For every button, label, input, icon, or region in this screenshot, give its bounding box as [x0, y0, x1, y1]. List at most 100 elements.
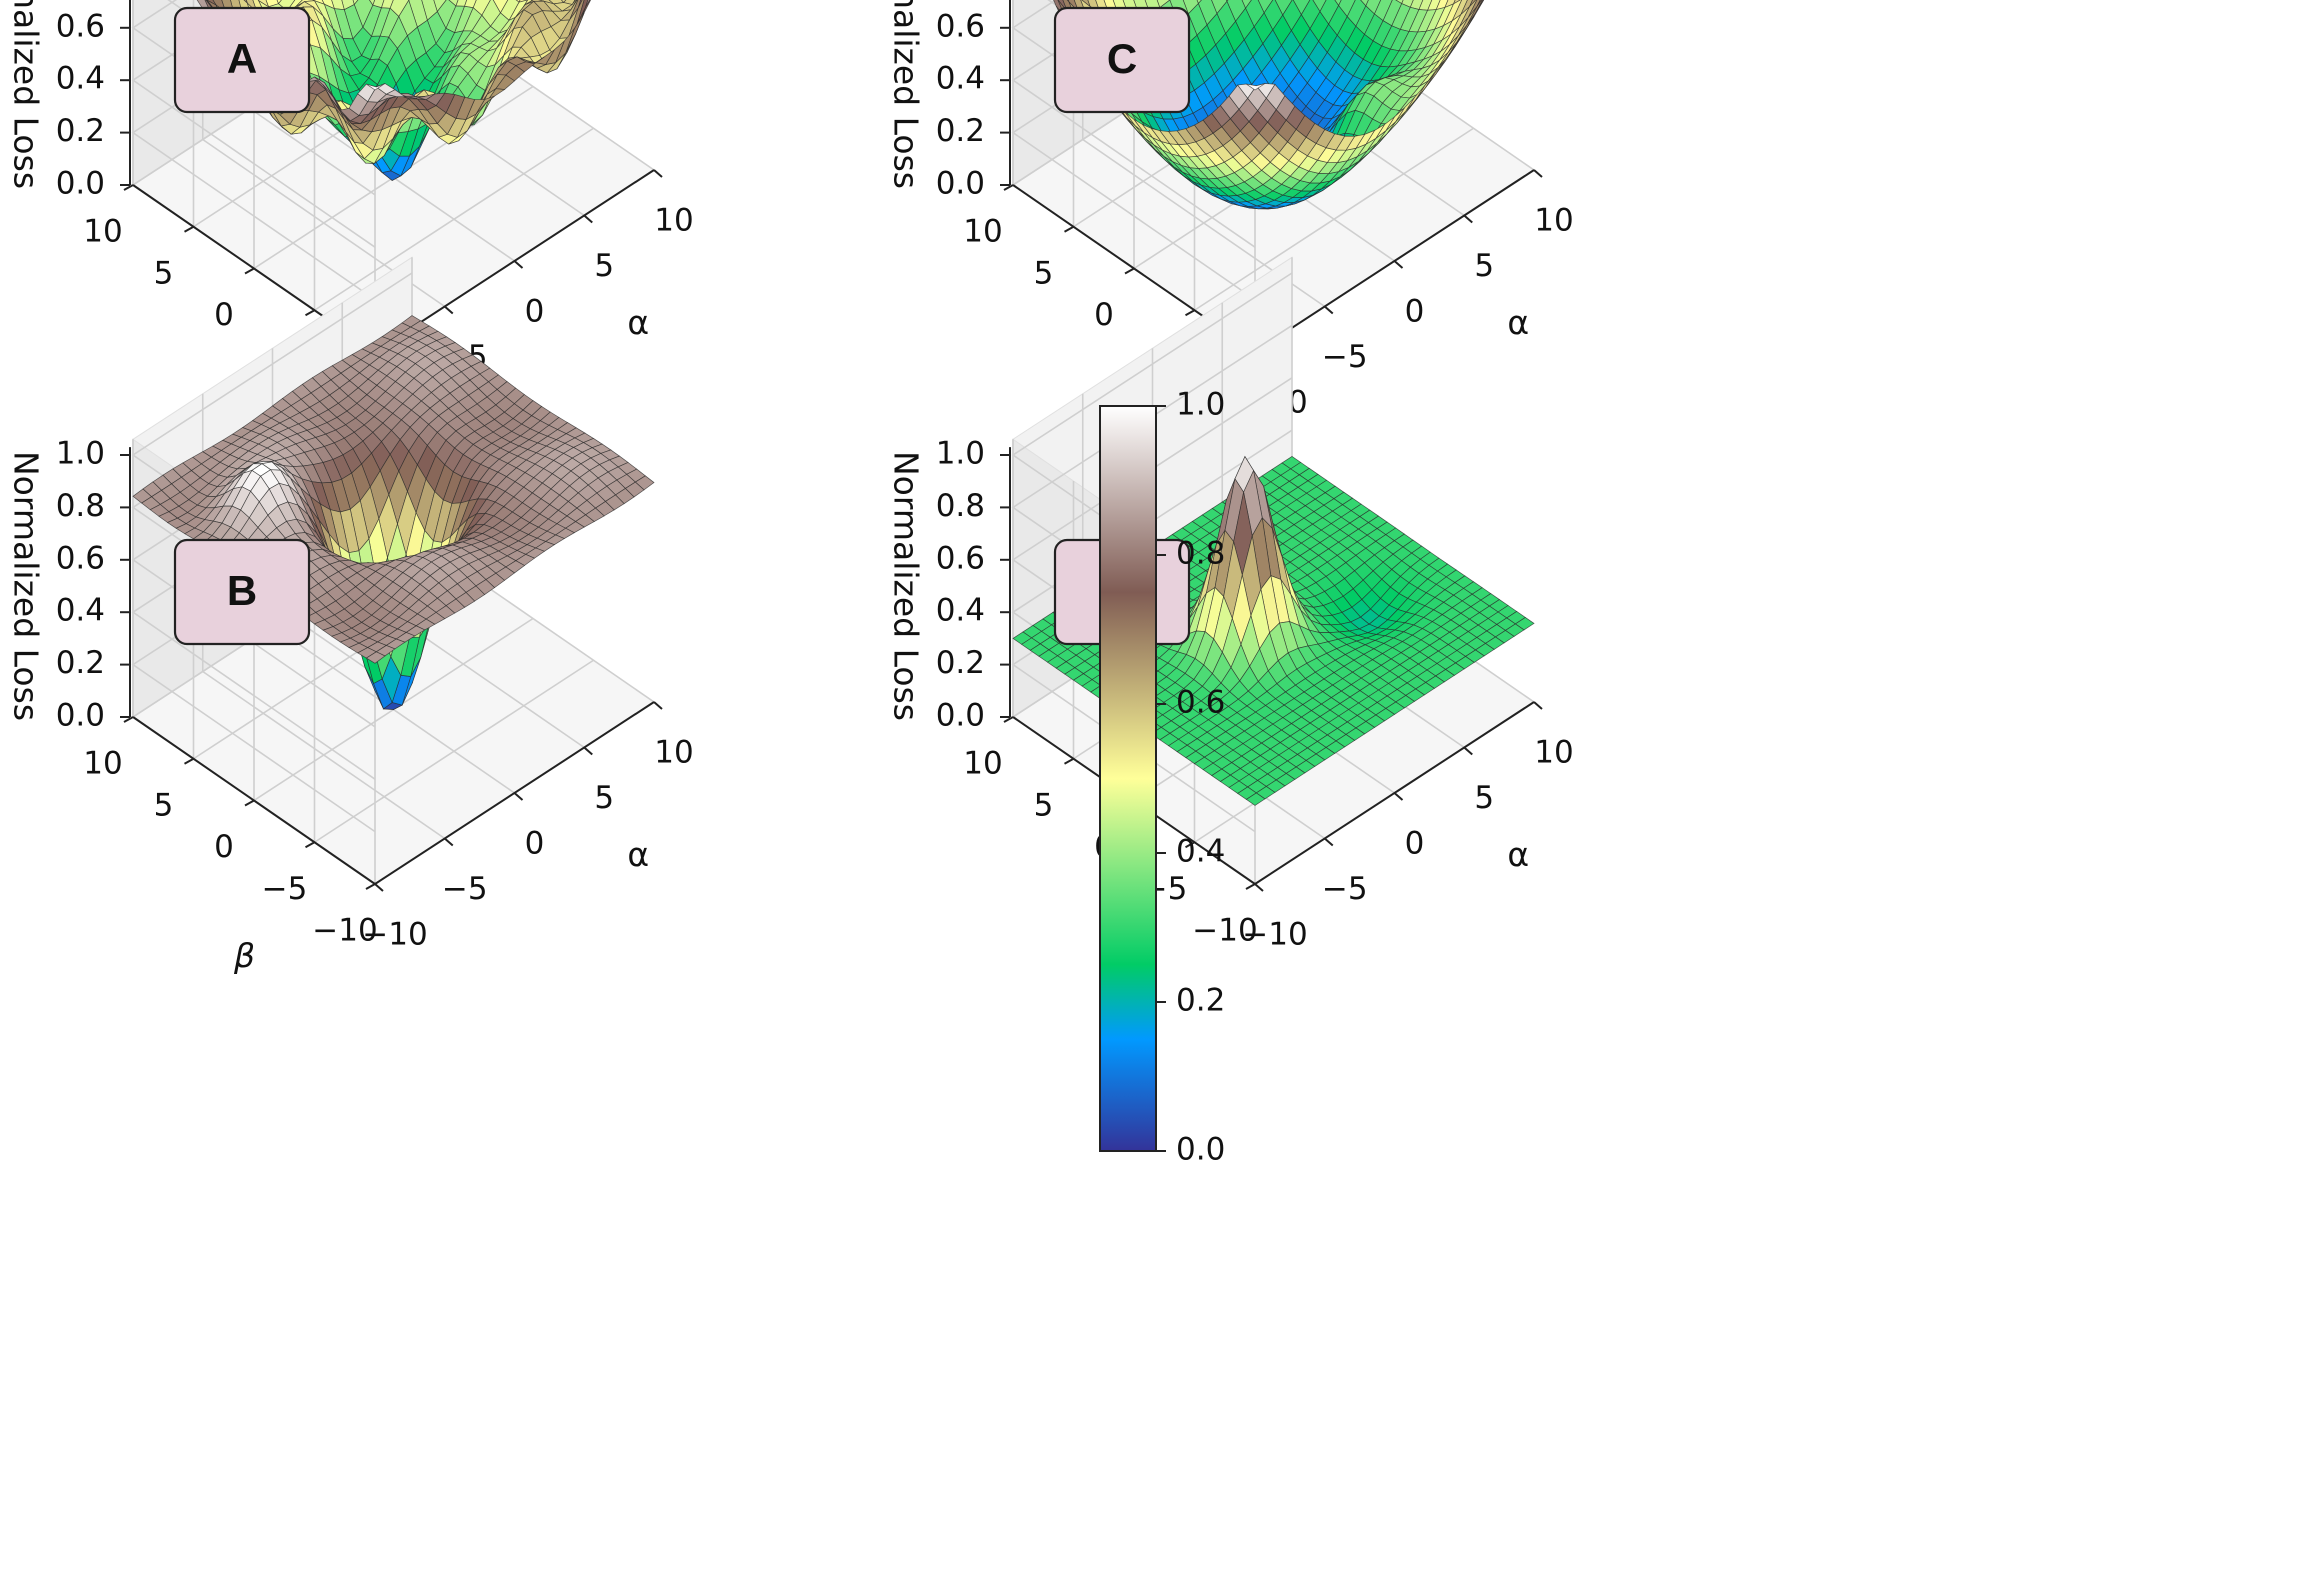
- alpha-tick-label: −10: [362, 917, 427, 953]
- panel-a: 0.00.20.40.60.81.0−10−50510−10−50510αβNo…: [7, 0, 694, 443]
- alpha-tick-mark: [1533, 169, 1543, 178]
- alpha-tick-mark: [513, 792, 524, 801]
- alpha-axis-label: α: [627, 835, 649, 874]
- z-tick-label: 0.6: [936, 540, 985, 576]
- alpha-tick-mark: [1254, 883, 1264, 892]
- z-tick-label: 0.4: [56, 593, 105, 629]
- alpha-tick-label: 10: [654, 203, 693, 239]
- surface-facet: [365, 651, 386, 664]
- colorbar-tick-label: 0.8: [1176, 536, 1225, 572]
- beta-tick-mark: [244, 799, 255, 807]
- z-tick-label: 1.0: [936, 436, 985, 472]
- z-axis-label: Normalized Loss: [887, 451, 926, 721]
- z-tick-label: 0.2: [56, 113, 105, 149]
- beta-tick-label: 10: [963, 214, 1002, 250]
- surface-facet: [368, 0, 376, 6]
- beta-tick-label: 10: [83, 214, 122, 250]
- surface-facet: [1334, 0, 1342, 7]
- beta-tick-mark: [305, 309, 315, 317]
- z-axis-label: Normalized Loss: [887, 0, 926, 189]
- alpha-tick-label: 10: [1534, 203, 1573, 239]
- alpha-tick-mark: [583, 746, 593, 756]
- alpha-tick-label: 0: [1405, 826, 1425, 862]
- alpha-tick-label: −10: [1242, 917, 1307, 953]
- beta-tick-mark: [1124, 267, 1135, 275]
- beta-tick-mark: [1064, 225, 1074, 233]
- surface: [132, 315, 655, 711]
- colorbar-tick-label: 0.2: [1176, 983, 1225, 1019]
- alpha-tick-label: 5: [594, 780, 614, 816]
- colorbar-tick-label: 0.6: [1176, 685, 1225, 721]
- beta-tick-label: −5: [262, 871, 308, 907]
- z-tick-label: 0.2: [936, 113, 985, 149]
- beta-tick-mark: [184, 757, 194, 765]
- z-tick-label: 0.2: [56, 645, 105, 681]
- z-tick-label: 0.8: [936, 488, 985, 524]
- z-tick-label: 0.0: [56, 166, 105, 202]
- beta-tick-label: 0: [214, 829, 234, 865]
- z-tick-label: 0.6: [936, 8, 985, 44]
- beta-tick-mark: [1245, 883, 1256, 890]
- panel-label: C: [1107, 35, 1137, 82]
- colorbar-tick-label: 1.0: [1176, 387, 1225, 423]
- z-axis-label: Normalized Loss: [7, 0, 46, 189]
- z-tick-label: 0.6: [56, 540, 105, 576]
- z-tick-label: 0.8: [56, 488, 105, 524]
- alpha-axis-label: α: [627, 303, 649, 342]
- panel-label-box: [173, 6, 311, 114]
- z-tick-label: 0.0: [936, 698, 985, 734]
- alpha-tick-label: 10: [1534, 735, 1573, 771]
- beta-tick-mark: [184, 225, 194, 233]
- surface-facet: [1241, 0, 1252, 9]
- alpha-tick-mark: [653, 701, 663, 710]
- colorbar: 0.0 0.2 0.4 0.6 0.8 1.0: [1099, 387, 1225, 1168]
- alpha-tick-label: 5: [1474, 248, 1494, 284]
- alpha-tick-label: 0: [1405, 294, 1425, 330]
- z-tick-label: 0.4: [936, 61, 985, 97]
- beta-tick-mark: [1003, 184, 1014, 191]
- alpha-tick-label: −5: [1322, 339, 1368, 375]
- z-tick-label: 0.0: [56, 698, 105, 734]
- beta-tick-label: 5: [1034, 787, 1054, 823]
- z-axis-label: Normalized Loss: [7, 451, 46, 721]
- alpha-tick-mark: [1324, 305, 1334, 315]
- alpha-tick-mark: [583, 214, 593, 224]
- alpha-tick-mark: [653, 169, 663, 178]
- colorbar-tick-label: 0.0: [1176, 1132, 1225, 1168]
- beta-tick-label: −10: [1192, 913, 1257, 949]
- grid-line: [131, 0, 376, 248]
- beta-tick-mark: [244, 267, 255, 275]
- z-tick-label: 1.0: [56, 436, 105, 472]
- beta-tick-mark: [1185, 309, 1195, 317]
- grid-line: [131, 0, 376, 196]
- alpha-tick-mark: [1393, 260, 1404, 269]
- alpha-tick-label: 5: [1474, 780, 1494, 816]
- beta-tick-label: −10: [312, 913, 377, 949]
- panel-d: 0.00.20.40.60.81.0−10−50510−10−50510αβNo…: [887, 256, 1574, 975]
- panel-c: 0.00.20.40.60.81.0−10−50510−10−50510αβNo…: [887, 0, 1574, 443]
- alpha-tick-mark: [1324, 837, 1334, 847]
- panel-b: 0.00.20.40.60.81.0−10−50510−10−50510αβNo…: [7, 256, 694, 975]
- beta-tick-label: 5: [1034, 255, 1054, 291]
- surface-facet: [366, 83, 386, 91]
- alpha-tick-mark: [1463, 214, 1473, 224]
- panel-label: A: [227, 35, 257, 82]
- surface-facet: [560, 0, 567, 4]
- alpha-tick-label: 5: [594, 248, 614, 284]
- alpha-tick-mark: [444, 305, 454, 315]
- panel-label: B: [227, 567, 257, 614]
- alpha-tick-mark: [1393, 792, 1404, 801]
- beta-tick-label: 0: [1094, 297, 1114, 333]
- beta-tick-mark: [365, 883, 376, 890]
- alpha-axis-label: α: [1507, 835, 1529, 874]
- beta-tick-mark: [1064, 757, 1074, 765]
- alpha-tick-mark: [1533, 701, 1543, 710]
- alpha-tick-label: 0: [525, 294, 545, 330]
- alpha-tick-label: −5: [1322, 871, 1368, 907]
- colorbar-tick-label: 0.4: [1176, 834, 1225, 870]
- grid-line: [1011, 0, 1256, 248]
- z-tick-label: 0.0: [936, 166, 985, 202]
- beta-tick-mark: [305, 841, 315, 849]
- alpha-tick-mark: [1463, 746, 1473, 756]
- alpha-tick-mark: [374, 883, 384, 892]
